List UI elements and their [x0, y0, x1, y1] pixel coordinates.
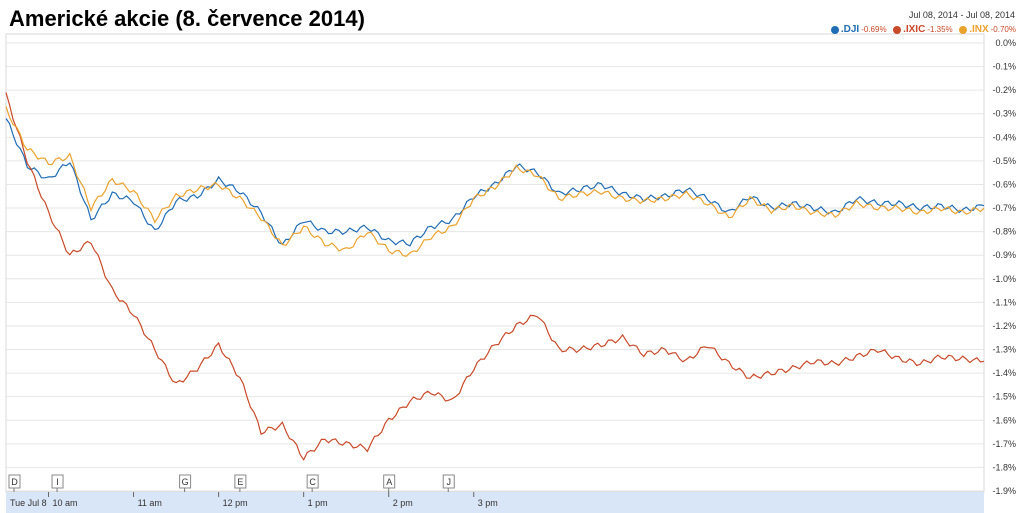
legend-item-dji[interactable]: .DJI -0.69%	[830, 24, 887, 35]
date-from: Jul 08, 2014	[908, 10, 958, 20]
series-line-inx	[5, 106, 985, 257]
y-tick-label: -1.0%	[992, 274, 1016, 284]
event-marker-i[interactable]: I	[51, 474, 64, 492]
y-tick-label: -0.1%	[992, 62, 1016, 72]
event-marker-label: C	[309, 477, 316, 487]
event-marker-label: G	[182, 477, 189, 487]
y-tick-label: -1.6%	[992, 415, 1016, 425]
y-tick-label: -1.3%	[992, 345, 1016, 355]
x-tick-label: Tue Jul 8	[10, 498, 47, 508]
event-marker-label: I	[56, 477, 59, 487]
y-tick-label: -1.2%	[992, 321, 1016, 331]
event-marker-label: A	[386, 477, 392, 487]
series-line-dji	[5, 118, 985, 247]
x-tick-label: 1 pm	[308, 498, 328, 508]
x-tick-label: 3 pm	[478, 498, 498, 508]
x-tick-label: 12 pm	[223, 498, 248, 508]
y-tick-label: -1.5%	[992, 392, 1016, 402]
series-lines	[5, 92, 985, 462]
y-tick-label: -0.5%	[992, 156, 1016, 166]
legend-symbol-inx: .INX	[969, 24, 989, 35]
event-marker-d[interactable]: D	[8, 474, 21, 492]
y-tick-label: -0.4%	[992, 132, 1016, 142]
series-line-ixic	[5, 92, 985, 462]
y-tick-label: -1.8%	[992, 462, 1016, 472]
legend-symbol-ixic: .IXIC	[903, 24, 926, 35]
grid-lines	[6, 42, 984, 492]
y-tick-label: -1.7%	[992, 439, 1016, 449]
legend-symbol-dji: .DJI	[840, 24, 860, 35]
event-marker-label: J	[446, 477, 451, 487]
legend-change-inx: -0.70%	[990, 25, 1016, 34]
legend-dot-inx	[959, 25, 968, 34]
date-to: Jul 08, 2014	[965, 10, 1015, 20]
plot-area	[5, 33, 985, 493]
x-axis-band	[6, 492, 984, 513]
legend-item-inx[interactable]: .INX -0.70%	[959, 24, 1016, 35]
y-tick-label: -0.2%	[992, 85, 1016, 95]
date-separator: -	[960, 10, 964, 20]
y-tick-label: -0.9%	[992, 250, 1016, 260]
y-tick-label: -0.7%	[992, 203, 1016, 213]
event-marker-label: E	[237, 477, 243, 487]
event-marker-e[interactable]: E	[234, 474, 247, 492]
legend-change-dji: -0.69%	[861, 25, 887, 34]
legend: .DJI -0.69% .IXIC -1.35% .INX -0.70%	[827, 24, 1016, 36]
event-marker-g[interactable]: G	[179, 474, 192, 492]
chart-title: Americké akcie (8. července 2014)	[9, 6, 365, 31]
event-marker-c[interactable]: C	[306, 474, 319, 492]
y-tick-label: -0.8%	[992, 227, 1016, 237]
x-tick-label: 2 pm	[393, 498, 413, 508]
legend-dot-ixic	[893, 25, 902, 34]
event-marker-a[interactable]: A	[383, 474, 396, 492]
event-marker-j[interactable]: J	[442, 474, 455, 492]
legend-item-ixic[interactable]: .IXIC -1.35%	[893, 24, 953, 35]
legend-dot-dji	[830, 25, 839, 34]
y-tick-label: -0.6%	[992, 179, 1016, 189]
y-tick-label: -1.9%	[992, 486, 1016, 496]
legend-change-ixic: -1.35%	[927, 25, 953, 34]
event-marker-label: D	[11, 477, 18, 487]
y-axis: 0.0% -0.1% -0.2% -0.3% -0.4% -0.5% -0.6% -0.7% -…	[992, 38, 1016, 496]
x-axis: Tue Jul 8 10 am 11 am 12 pm 1 pm 2 pm 3 pm	[10, 492, 498, 508]
date-range: Jul 08, 2014 - Jul 08, 2014	[909, 10, 1015, 20]
x-tick-label: 11 am	[138, 498, 162, 508]
y-tick-label: -1.4%	[992, 368, 1016, 378]
x-tick-label: 10 am	[53, 498, 78, 508]
y-tick-label: -0.3%	[992, 109, 1016, 119]
y-tick-label: -1.1%	[992, 297, 1016, 307]
y-tick-label: 0.0%	[995, 38, 1016, 48]
